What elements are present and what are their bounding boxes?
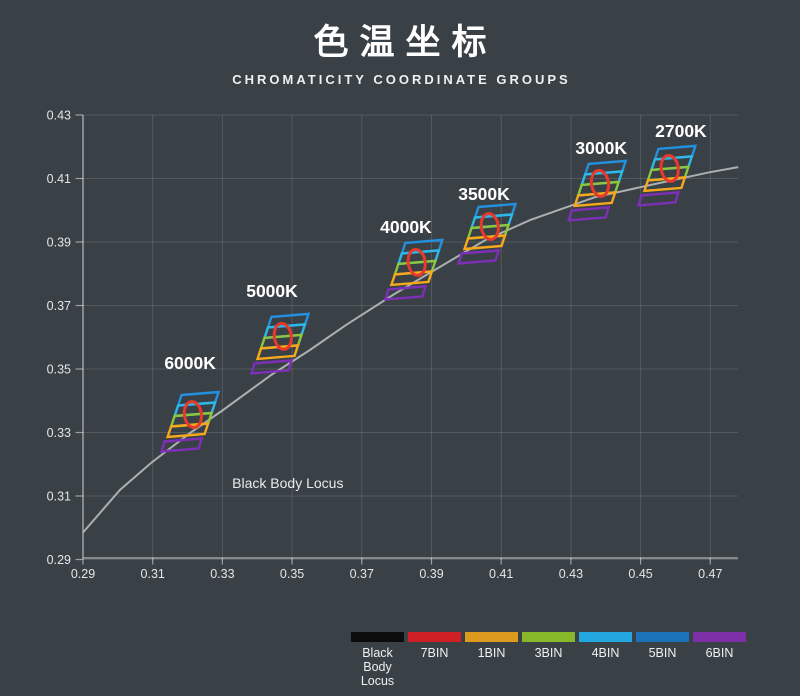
group-label: 3500K <box>458 184 510 204</box>
y-tick-label: 0.31 <box>47 490 71 504</box>
y-tick-label: 0.35 <box>47 363 71 377</box>
bin7-ellipse <box>589 168 611 198</box>
y-tick-label: 0.29 <box>47 553 71 567</box>
legend-item: 1BIN <box>465 632 518 688</box>
legend-swatch <box>579 632 632 642</box>
legend-swatch <box>408 632 461 642</box>
bin7-ellipse <box>479 212 500 241</box>
legend-swatch <box>636 632 689 642</box>
legend-swatch <box>351 632 404 642</box>
legend-item: 4BIN <box>579 632 632 688</box>
y-tick-label: 0.33 <box>47 426 71 440</box>
bin7-ellipse <box>272 321 293 351</box>
bin6-quad <box>383 285 428 301</box>
x-tick-label: 0.47 <box>698 567 722 581</box>
x-tick-label: 0.45 <box>628 567 652 581</box>
bin-group: 2700K <box>636 121 707 207</box>
x-tick-label: 0.35 <box>280 567 304 581</box>
legend-swatch <box>465 632 518 642</box>
header: 色温坐标 CHROMATICITY COORDINATE GROUPS <box>0 23 800 87</box>
bin7-ellipse <box>182 400 204 429</box>
legend-item: 3BIN <box>522 632 575 688</box>
legend-label: 1BIN <box>477 646 506 660</box>
x-tick-label: 0.43 <box>559 567 583 581</box>
legend-item: 7BIN <box>408 632 461 688</box>
locus-annotation: Black Body Locus <box>232 475 343 491</box>
bin7-ellipse <box>406 247 427 277</box>
bin6-quad <box>567 206 611 222</box>
bin6-quad <box>249 359 294 375</box>
group-label: 3000K <box>575 138 627 158</box>
x-tick-label: 0.31 <box>141 567 165 581</box>
x-tick-label: 0.29 <box>71 567 95 581</box>
legend-item: 6BIN <box>693 632 746 688</box>
bin-band <box>642 176 687 193</box>
group-label: 6000K <box>164 353 216 373</box>
bin-band <box>255 344 300 361</box>
x-tick-label: 0.37 <box>350 567 374 581</box>
bin6-quad <box>159 437 204 453</box>
black-body-locus-curve <box>82 166 739 534</box>
legend-swatch <box>693 632 746 642</box>
group-label: 5000K <box>246 281 298 301</box>
legend-item: 5BIN <box>636 632 689 688</box>
x-tick-label: 0.39 <box>419 567 443 581</box>
y-tick-label: 0.41 <box>47 172 71 186</box>
bin6-quad <box>636 191 681 207</box>
bin-band <box>389 270 434 287</box>
bin-group: 4000K <box>380 217 445 301</box>
legend-item: Black Body Locus <box>351 632 404 688</box>
legend-label: 6BIN <box>705 646 734 660</box>
bin-group: 3500K <box>456 184 518 265</box>
bin-group: 3000K <box>567 138 628 222</box>
legend: Black Body Locus 7BIN 1BIN 3BIN 4BIN 5BIN 6BIN <box>351 632 746 688</box>
legend-swatch <box>522 632 575 642</box>
legend-label: 5BIN <box>648 646 677 660</box>
page-subtitle: CHROMATICITY COORDINATE GROUPS <box>232 71 571 87</box>
legend-label: 3BIN <box>534 646 563 660</box>
bin-band <box>572 191 617 208</box>
legend-label: 7BIN <box>420 646 449 660</box>
group-label: 2700K <box>655 121 707 141</box>
x-tick-label: 0.33 <box>210 567 234 581</box>
bin-band <box>165 422 210 439</box>
x-tick-label: 0.41 <box>489 567 513 581</box>
legend-label: Black Body Locus <box>360 646 395 688</box>
bin6-quad <box>456 249 501 265</box>
y-tick-label: 0.43 <box>47 109 71 123</box>
page-title: 色温坐标 <box>313 23 498 62</box>
y-tick-label: 0.39 <box>47 236 71 250</box>
bin-group: 5000K <box>246 281 311 375</box>
bin-band <box>462 234 507 251</box>
legend-label: 4BIN <box>591 646 620 660</box>
y-tick-label: 0.37 <box>47 299 71 313</box>
bin7-ellipse <box>659 153 680 183</box>
group-label: 4000K <box>380 217 432 237</box>
bin-group: 6000K <box>159 353 221 453</box>
